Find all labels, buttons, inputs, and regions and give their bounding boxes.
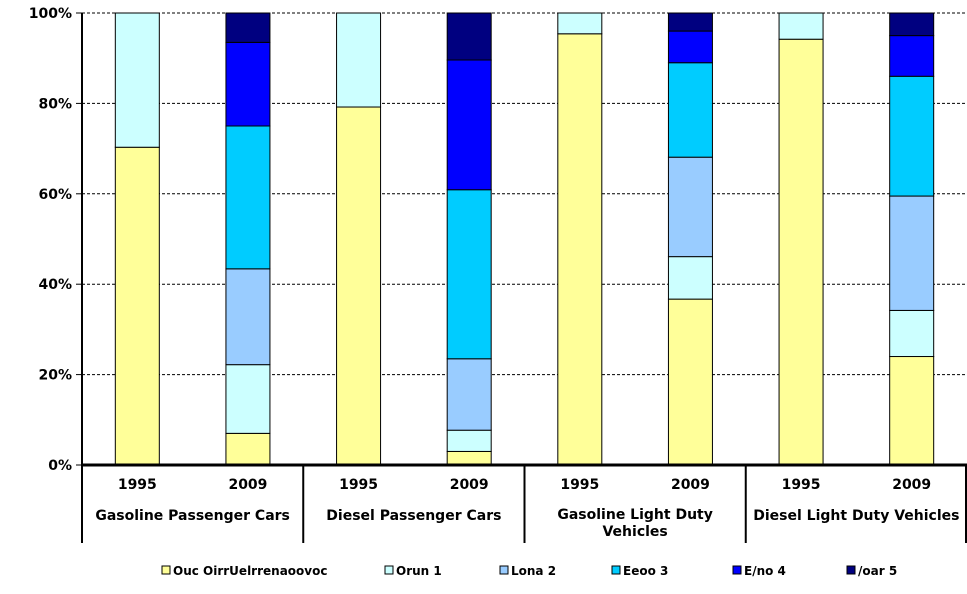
bar-segment	[225, 432, 271, 466]
group-label: Diesel Light Duty Vehicles	[753, 508, 959, 524]
group-label: Gasoline Light Duty Vehicles	[557, 507, 713, 540]
bar-segment	[667, 30, 713, 64]
x-tick-label: 1995	[118, 477, 157, 493]
bar-segment	[336, 106, 382, 466]
legend-swatch	[161, 565, 171, 575]
y-tick-label: 20%	[38, 368, 72, 384]
bar-segment	[336, 12, 382, 108]
bar-segment	[889, 195, 935, 311]
legend-swatch	[732, 565, 742, 575]
bar-segment	[446, 429, 492, 452]
bars	[114, 12, 935, 466]
legend: Ouc OirrUelrrenaoovoc Orun 1 Lona 2 Eeoo 3 E…	[161, 564, 897, 578]
bar-segment	[667, 12, 713, 32]
axes	[76, 12, 967, 543]
x-tick-label: 1995	[560, 477, 599, 493]
legend-label: Orun 1	[396, 564, 442, 578]
x-tick-label: 2009	[892, 477, 931, 493]
x-tick-label: 1995	[782, 477, 821, 493]
group-labels: Gasoline Passenger Cars Diesel Passenger …	[95, 507, 959, 540]
bar-segment	[889, 356, 935, 466]
legend-label: Lona 2	[511, 564, 556, 578]
legend-swatch	[846, 565, 856, 575]
bar-segment	[889, 75, 935, 197]
bar-segment	[667, 62, 713, 158]
y-tick-labels: 0% 20% 40% 60% 80% 100%	[29, 6, 72, 474]
bar-segment	[667, 298, 713, 466]
bar-segment	[446, 59, 492, 191]
bar-segment	[114, 12, 160, 148]
bar-segment	[446, 358, 492, 431]
x-tick-label: 2009	[671, 477, 710, 493]
y-tick-label: 0%	[48, 458, 72, 474]
gridlines	[82, 12, 967, 376]
bar-segment	[557, 33, 603, 466]
x-tick-labels: 1995 2009 1995 2009 1995 2009 1995 2009	[118, 477, 931, 493]
bar-segment	[889, 35, 935, 77]
bar-segment	[667, 156, 713, 258]
y-tick-label: 80%	[38, 96, 72, 112]
bar-segment	[446, 450, 492, 466]
bar-segment	[889, 12, 935, 37]
legend-label: Eeoo 3	[623, 564, 668, 578]
group-label: Gasoline Passenger Cars	[95, 508, 290, 524]
bar-segment	[557, 12, 603, 35]
legend-label: /oar 5	[858, 564, 897, 578]
bar-segment	[225, 12, 271, 43]
y-tick-label: 100%	[29, 6, 72, 22]
y-tick-label: 60%	[38, 187, 72, 203]
legend-swatch	[384, 565, 394, 575]
y-tick-label: 40%	[38, 277, 72, 293]
bar-segment	[446, 189, 492, 360]
bar-segment	[889, 309, 935, 358]
legend-label: E/no 4	[744, 564, 786, 578]
bar-segment	[225, 364, 271, 434]
bar-segment	[225, 125, 271, 270]
x-tick-label: 1995	[339, 477, 378, 493]
bar-segment	[114, 146, 160, 466]
legend-swatch	[499, 565, 509, 575]
x-tick-label: 2009	[450, 477, 489, 493]
bar-segment	[446, 12, 492, 61]
bar-segment	[667, 256, 713, 300]
legend-label: Ouc OirrUelrrenaoovoc	[173, 564, 327, 578]
x-tick-label: 2009	[228, 477, 267, 493]
bar-segment	[778, 12, 824, 40]
group-label: Diesel Passenger Cars	[326, 508, 501, 524]
bar-segment	[225, 268, 271, 366]
bar-segment	[778, 38, 824, 466]
legend-swatch	[611, 565, 621, 575]
bar-segment	[225, 41, 271, 127]
